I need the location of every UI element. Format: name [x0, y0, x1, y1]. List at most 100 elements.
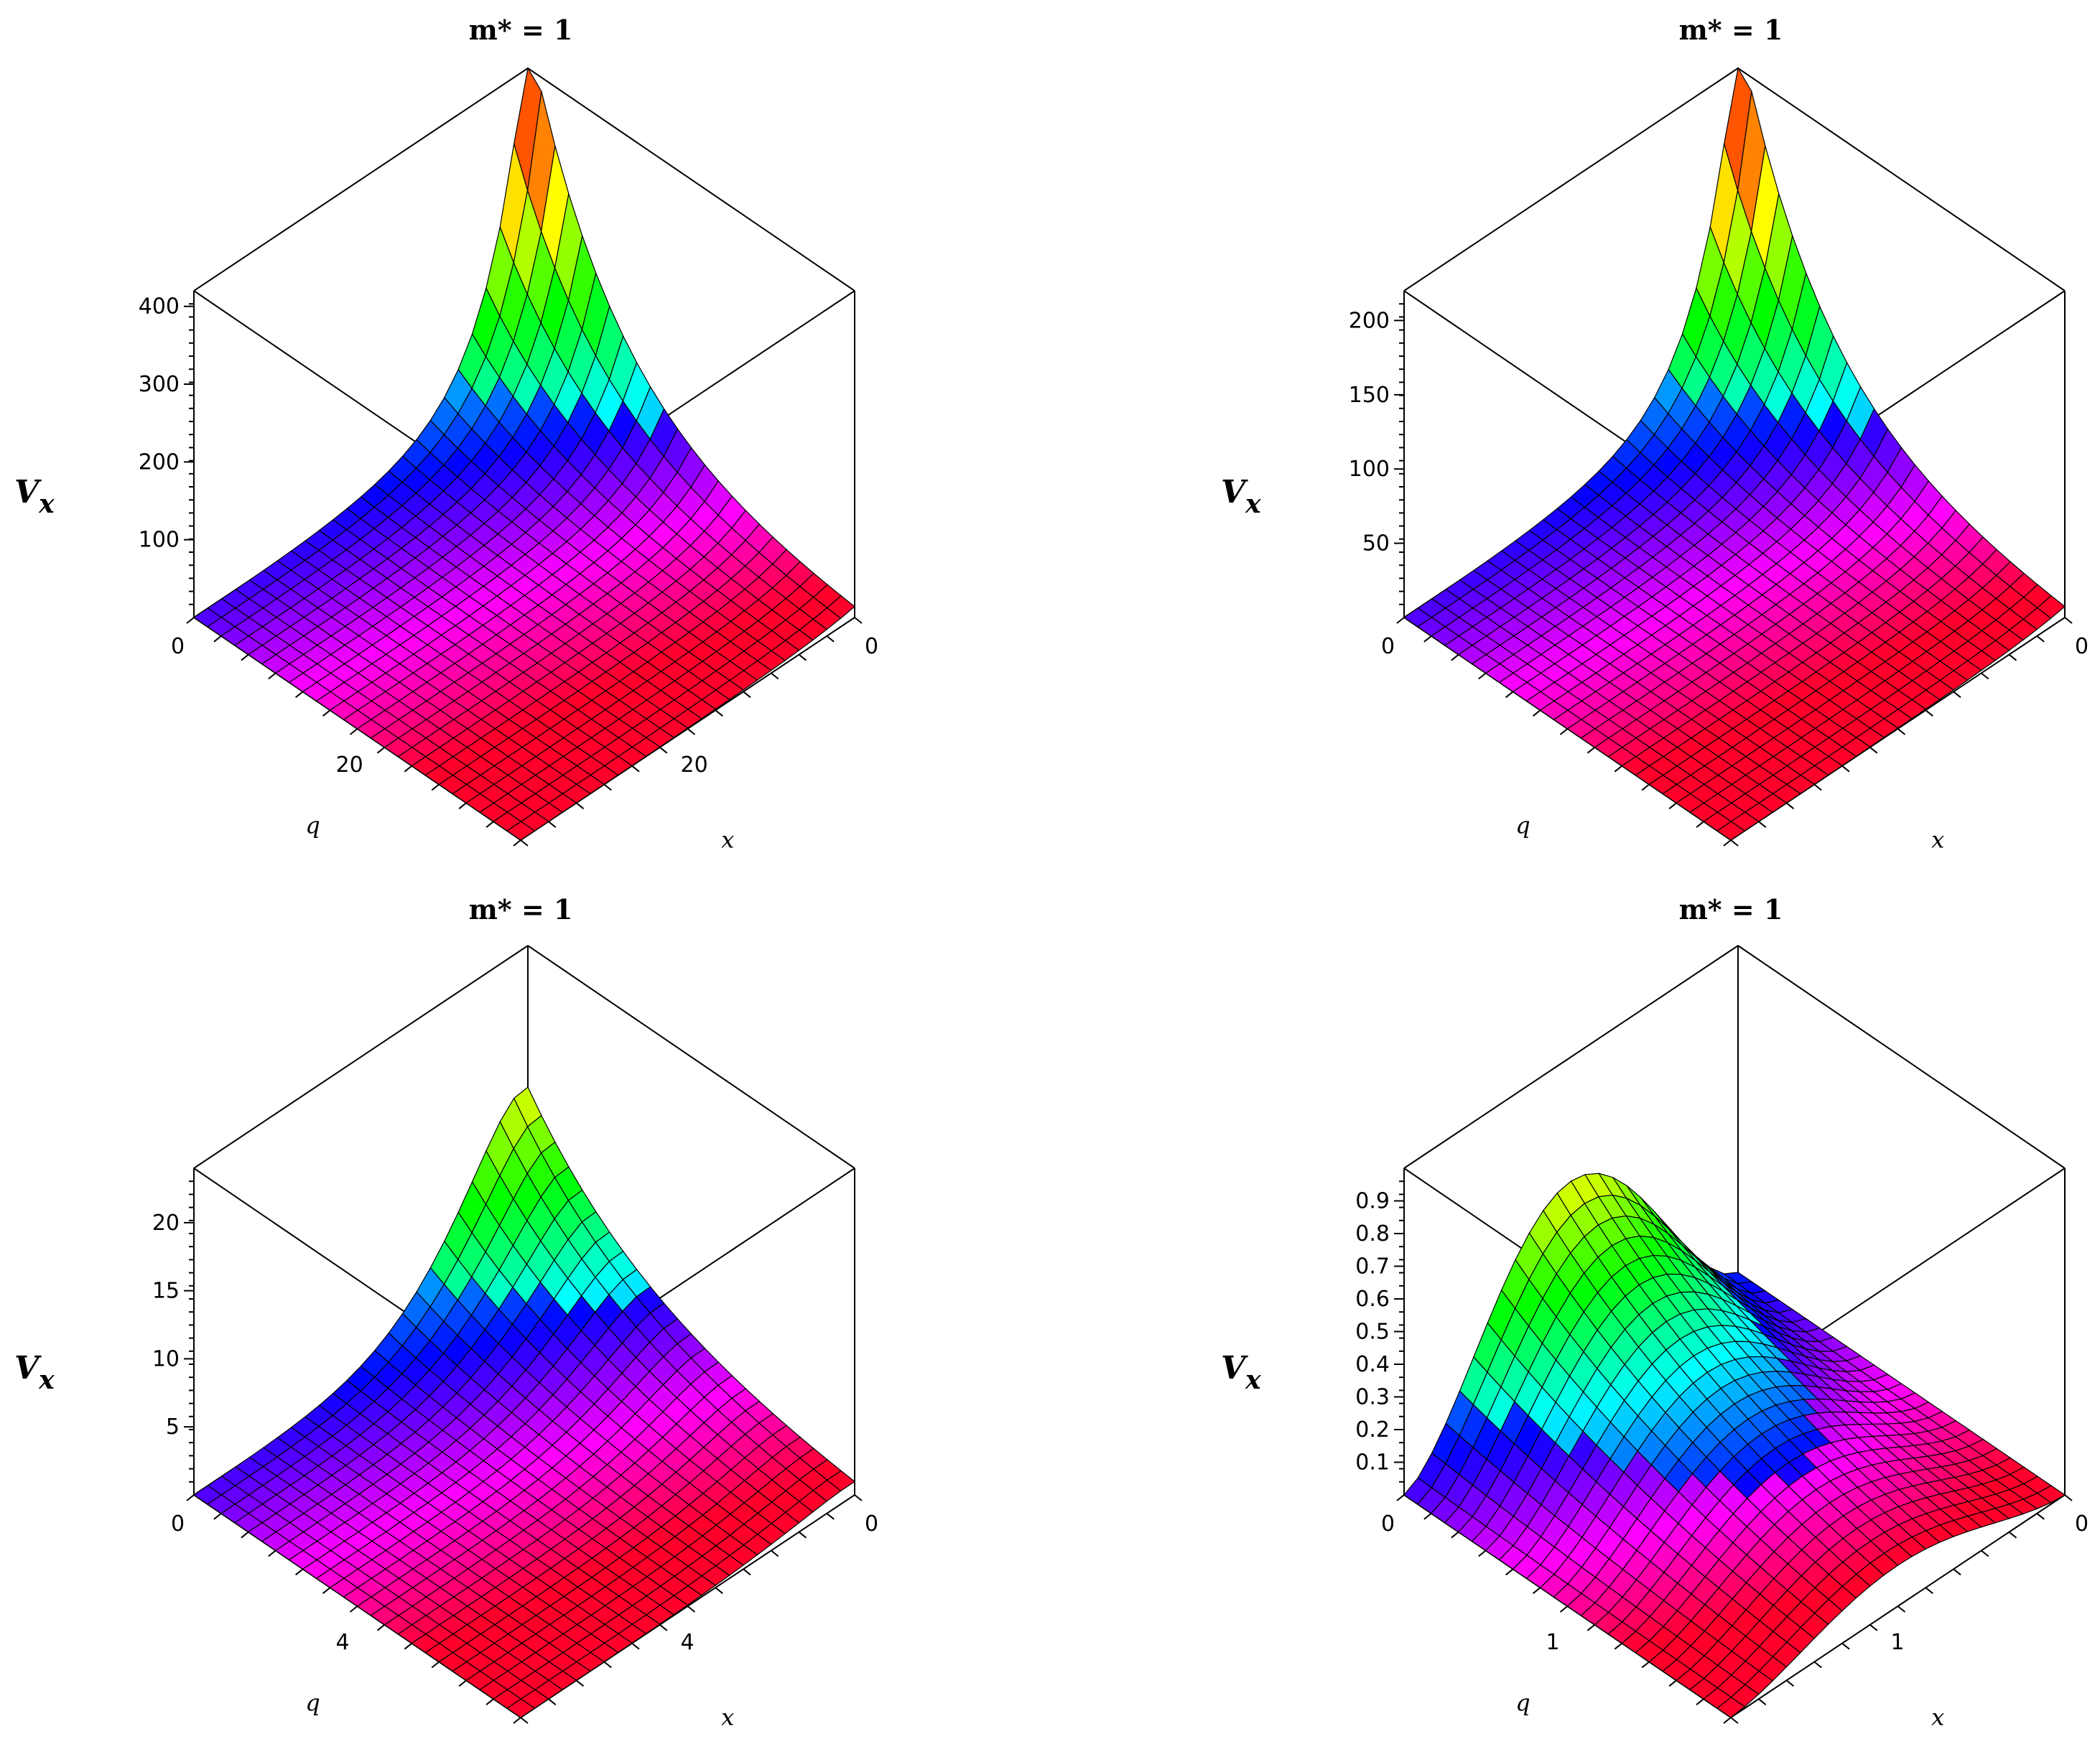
z-axis: 50 100 150 200 — [1349, 303, 1404, 605]
q-tick-label: 20 — [336, 752, 363, 778]
surface-mesh — [1403, 1173, 2066, 1718]
z-tick-label: 300 — [139, 372, 180, 397]
x-tick — [1813, 783, 1822, 791]
q-tick — [1423, 1513, 1432, 1520]
z-tick-label: 0.8 — [1355, 1221, 1390, 1246]
q-tick — [376, 1624, 386, 1631]
q-tick-label: 0 — [1381, 634, 1395, 659]
chart-panel-3: 5 10 15 20 0 0 4 4 q x m* = 1 Vx — [14, 893, 878, 1731]
x-tick — [548, 821, 557, 828]
x-tick — [771, 672, 779, 680]
x-tick-label: 1 — [1891, 1630, 1905, 1655]
z-axis-label: Vx — [1221, 474, 1261, 519]
q-tick — [1641, 1661, 1650, 1669]
q-tick — [1559, 728, 1569, 735]
q-tick — [431, 1661, 440, 1669]
x-tick — [1841, 1642, 1850, 1650]
x-tick-label: 0 — [865, 634, 878, 659]
z-tick-label: 10 — [152, 1346, 180, 1371]
q-tick — [1478, 672, 1487, 680]
x-axis-label: x — [1931, 826, 1944, 854]
q-tick — [458, 802, 467, 810]
q-tick — [268, 672, 277, 680]
chart-title: m* = 1 — [1679, 893, 1783, 926]
x-tick — [826, 1513, 835, 1520]
x-tick — [1841, 765, 1850, 773]
z-tick-label: 0.6 — [1355, 1287, 1390, 1312]
q-axis-label: q — [1515, 812, 1530, 839]
q-tick-label: 4 — [336, 1630, 350, 1655]
x-tick — [631, 1642, 640, 1650]
x-tick — [1925, 709, 1933, 717]
chart-title: m* = 1 — [469, 14, 573, 46]
x-tick — [687, 728, 696, 735]
x-tick — [687, 1605, 696, 1613]
x-tick — [575, 1679, 585, 1687]
q-tick-label: 0 — [171, 1511, 185, 1537]
x-tick — [520, 839, 529, 847]
x-tick — [1925, 1587, 1933, 1594]
q-axis: 0 0 1 1 — [1381, 1494, 2089, 1724]
x-tick — [1730, 1717, 1739, 1724]
z-axis: 100 200 300 400 — [139, 294, 194, 605]
q-tick-label: 0 — [171, 634, 185, 659]
q-tick — [1614, 765, 1622, 773]
z-axis-label: Vx — [1221, 1350, 1261, 1395]
x-axis-label: x — [721, 826, 734, 854]
x-tick — [659, 747, 668, 754]
q-tick — [213, 635, 222, 643]
x-tick — [575, 802, 585, 810]
x-tick — [2008, 653, 2017, 661]
x-tick — [1953, 1568, 1961, 1576]
q-tick — [513, 839, 521, 847]
q-tick — [1614, 1642, 1622, 1650]
x-tick-label: 20 — [681, 752, 708, 778]
x-tick — [1869, 1624, 1878, 1631]
x-tick — [1981, 672, 1989, 680]
q-tick — [1396, 617, 1405, 624]
x-tick — [743, 691, 751, 699]
x-axis-label: x — [1931, 1704, 1944, 1731]
q-tick — [1641, 783, 1650, 791]
q-tick — [1505, 1568, 1514, 1576]
q-axis-label: q — [305, 812, 320, 839]
x-tick — [715, 709, 723, 717]
q-tick — [1423, 635, 1432, 643]
chart-panel-4: 0.1 0.2 0.3 0.4 0.5 0.6 0.7 0.8 0.9 0 0 1 1 q x m* = 1 V… — [1221, 893, 2089, 1731]
z-tick-label: 0.7 — [1355, 1254, 1390, 1280]
z-tick-label: 100 — [139, 528, 180, 553]
chart-panel-1: 100 200 300 400 0 0 20 20 q x m* = 1 Vx — [14, 14, 878, 854]
x-tick — [659, 1624, 668, 1631]
x-tick — [798, 653, 807, 661]
z-axis: 0.1 0.2 0.3 0.4 0.5 0.6 0.7 0.8 0.9 — [1355, 1180, 1404, 1483]
x-tick — [771, 1549, 779, 1557]
x-tick — [1730, 839, 1739, 847]
q-tick — [485, 1698, 494, 1705]
surface-mesh — [1403, 67, 2066, 841]
chart-title: m* = 1 — [1679, 14, 1783, 46]
q-tick — [268, 1549, 277, 1557]
x-tick — [2064, 1494, 2073, 1501]
z-tick-label: 0.2 — [1355, 1417, 1390, 1443]
z-tick-label: 5 — [166, 1415, 180, 1440]
q-tick — [1559, 1605, 1569, 1613]
q-tick — [1723, 1717, 1732, 1724]
z-tick-label: 15 — [152, 1279, 180, 1304]
q-tick — [1586, 747, 1596, 754]
q-tick — [513, 1717, 521, 1724]
x-tick — [826, 635, 835, 643]
x-tick-label: 0 — [2075, 634, 2089, 659]
x-tick — [603, 783, 612, 791]
z-tick-label: 200 — [1349, 308, 1390, 333]
x-tick — [2008, 1531, 2017, 1539]
x-tick — [1813, 1661, 1822, 1669]
q-tick — [322, 709, 331, 717]
q-tick — [1532, 709, 1541, 717]
x-tick — [1897, 728, 1906, 735]
surface-cell — [506, 1698, 536, 1718]
x-tick — [1785, 802, 1795, 810]
chart-title: m* = 1 — [469, 893, 573, 926]
q-tick — [404, 1642, 412, 1650]
